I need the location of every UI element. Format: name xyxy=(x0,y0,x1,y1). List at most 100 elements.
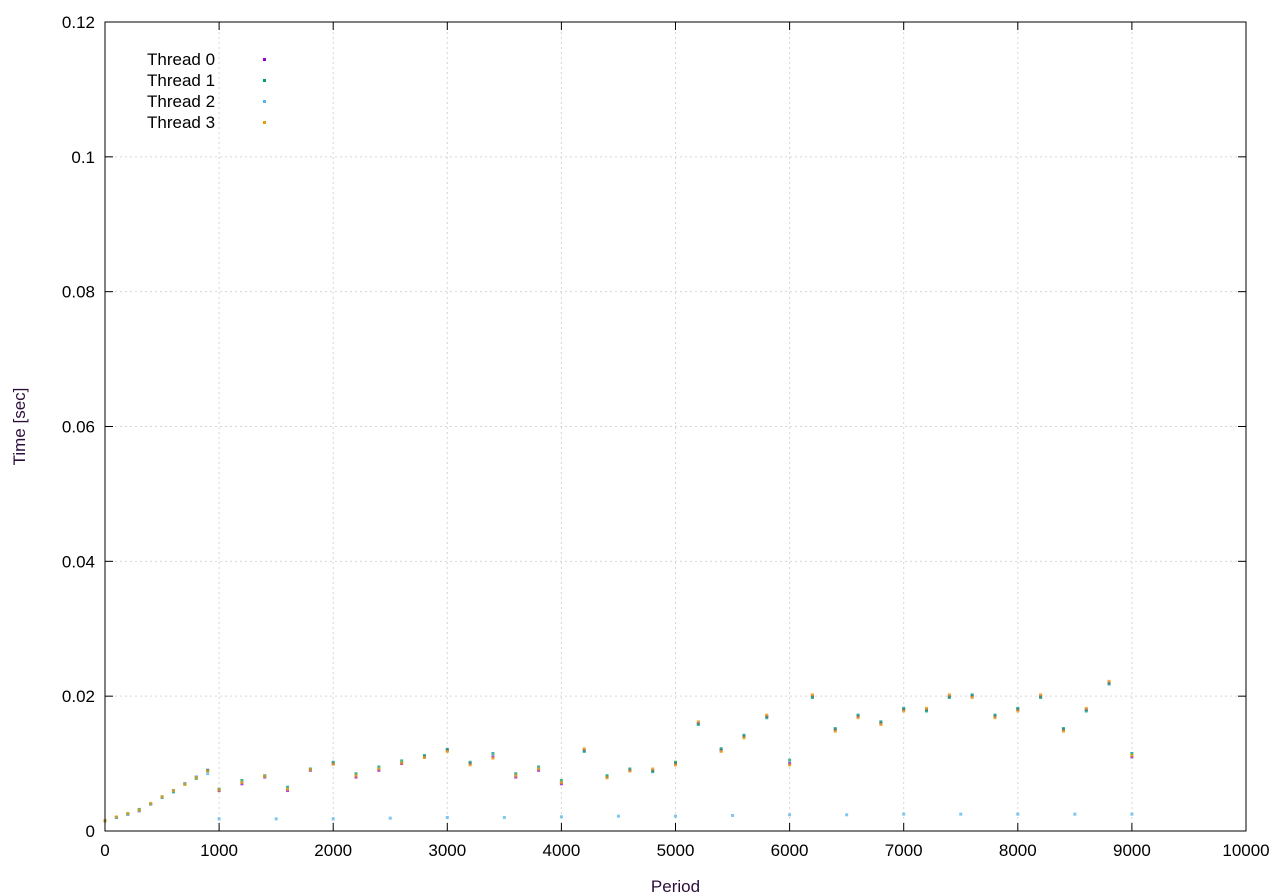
data-point xyxy=(788,758,792,762)
data-point xyxy=(240,778,244,782)
data-point xyxy=(833,729,837,733)
data-point xyxy=(1016,706,1020,710)
data-point xyxy=(422,753,426,757)
data-point xyxy=(217,788,221,792)
data-point xyxy=(194,776,198,780)
data-point xyxy=(537,767,541,771)
data-point xyxy=(810,693,814,697)
data-point xyxy=(696,722,700,726)
data-point xyxy=(559,815,563,819)
x-tick-label: 7000 xyxy=(885,841,923,860)
y-tick-label: 0.1 xyxy=(71,148,95,167)
data-point xyxy=(354,774,358,778)
data-point xyxy=(491,756,495,760)
data-point xyxy=(856,713,860,717)
data-point xyxy=(674,814,677,818)
x-tick-label: 3000 xyxy=(428,841,466,860)
x-tick-label: 6000 xyxy=(771,841,809,860)
x-tick-label: 0 xyxy=(100,841,109,860)
data-point xyxy=(377,765,381,769)
grid xyxy=(105,22,1246,831)
x-tick-label: 9000 xyxy=(1113,841,1151,860)
data-point xyxy=(696,720,700,724)
data-point xyxy=(559,780,563,784)
data-point xyxy=(902,709,906,713)
data-point xyxy=(388,816,392,820)
data-point xyxy=(240,780,244,784)
data-point xyxy=(993,713,997,717)
data-point xyxy=(160,795,164,799)
data-point xyxy=(559,778,563,782)
data-point xyxy=(1107,679,1111,683)
legend-label: Thread 2 xyxy=(147,92,215,111)
data-point xyxy=(788,763,792,767)
data-point xyxy=(582,747,586,751)
data-point xyxy=(902,706,906,710)
data-point xyxy=(719,747,723,751)
x-tick-label: 1000 xyxy=(200,841,238,860)
y-tick-label: 0.02 xyxy=(62,687,95,706)
data-point xyxy=(114,815,118,819)
data-point xyxy=(628,767,632,771)
data-point xyxy=(377,767,381,771)
data-point xyxy=(959,812,963,816)
y-tick-label: 0.04 xyxy=(62,552,95,571)
data-point xyxy=(331,817,335,821)
data-point xyxy=(833,727,837,731)
y-axis-title: Time [sec] xyxy=(10,388,29,466)
data-point xyxy=(445,749,449,753)
data-point xyxy=(445,816,449,820)
data-point xyxy=(765,713,769,717)
data-point xyxy=(731,813,735,817)
y-tick-label: 0.06 xyxy=(62,418,95,437)
x-tick-label: 10000 xyxy=(1222,841,1269,860)
data-point xyxy=(422,756,426,760)
data-point xyxy=(1130,751,1134,755)
data-point xyxy=(742,733,746,737)
data-point xyxy=(925,709,929,713)
data-point xyxy=(274,817,278,821)
data-point xyxy=(400,761,404,765)
data-point xyxy=(845,813,849,817)
data-point xyxy=(217,817,221,821)
legend-marker xyxy=(263,100,266,103)
legend-marker xyxy=(263,79,266,82)
data-point xyxy=(1039,696,1043,700)
data-point xyxy=(1084,709,1088,713)
data-point xyxy=(616,814,620,818)
data-point xyxy=(993,716,997,720)
data-point xyxy=(206,772,210,776)
data-point xyxy=(719,749,723,753)
data-point xyxy=(970,696,974,700)
y-tick-label: 0 xyxy=(86,822,95,841)
data-point xyxy=(537,765,541,769)
data-point xyxy=(468,763,472,767)
data-point xyxy=(206,769,210,773)
data-point xyxy=(674,763,677,767)
data-point xyxy=(742,736,746,740)
y-tick-label: 0.08 xyxy=(62,283,95,302)
data-point xyxy=(1130,753,1134,757)
data-point xyxy=(925,706,929,710)
data-point xyxy=(651,770,655,774)
axis-ticks: 0 1000 2000 3000 4000 5000 6000 7000 8000 9000 100… xyxy=(62,13,1270,860)
data-point xyxy=(514,772,518,776)
data-point xyxy=(1130,812,1134,816)
data-point xyxy=(947,693,951,697)
data-point xyxy=(502,816,506,820)
data-point xyxy=(1084,706,1088,710)
data-point xyxy=(628,769,632,773)
data-point xyxy=(514,774,518,778)
data-point xyxy=(286,785,290,789)
data-point xyxy=(1061,727,1065,731)
data-point xyxy=(1016,812,1020,816)
data-point xyxy=(605,774,609,778)
data-point xyxy=(879,722,883,726)
data-point xyxy=(126,811,130,815)
data-point xyxy=(1073,812,1077,816)
data-point xyxy=(902,812,906,816)
data-point xyxy=(605,776,609,780)
data-point xyxy=(137,808,141,812)
